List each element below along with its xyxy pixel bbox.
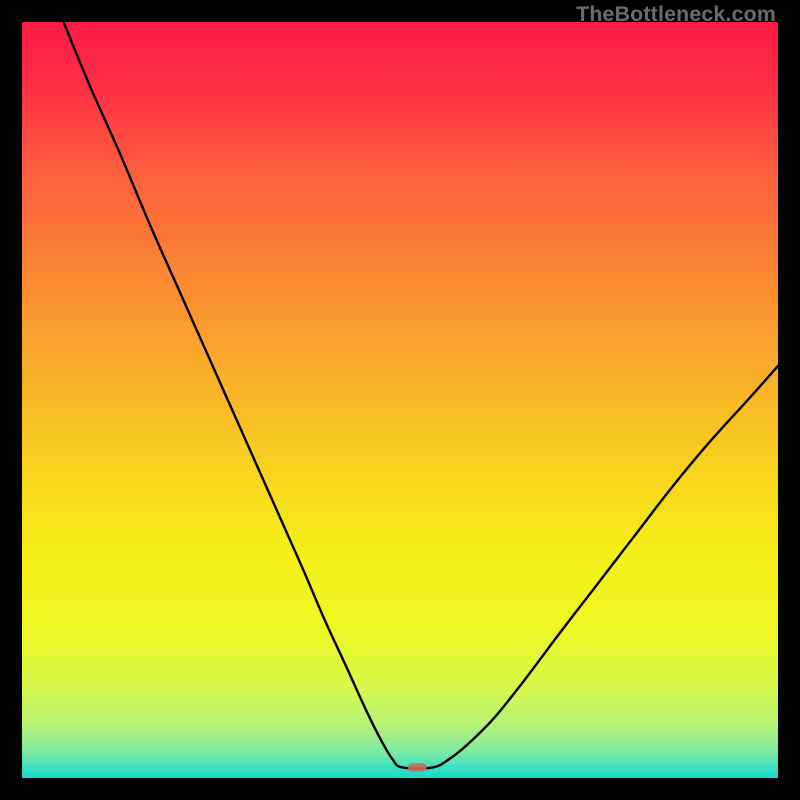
chart-background [22,22,778,778]
valley-marker [408,763,427,771]
bottleneck-chart [22,22,778,778]
chart-frame: TheBottleneck.com [0,0,800,800]
